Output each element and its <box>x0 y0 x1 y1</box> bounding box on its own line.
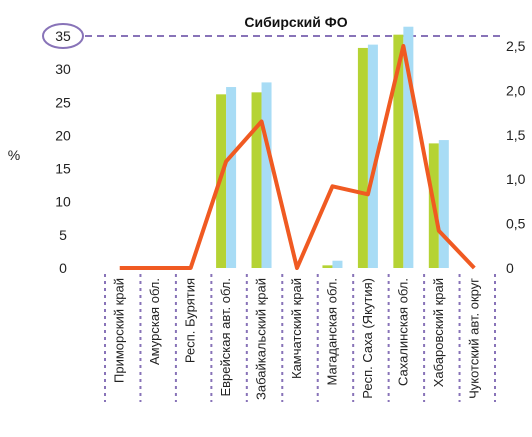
chart-title: Сибирский ФО <box>244 14 347 30</box>
left-tick-label: 15 <box>55 161 71 177</box>
left-tick-label: 0 <box>59 260 67 276</box>
right-axis-ticks: 0 0,5 1,0 1,5 2,0 2,5 <box>506 38 526 276</box>
category-label: Магаданская обл. <box>324 278 339 386</box>
category-label: Камчатский край <box>289 278 304 379</box>
bar <box>438 140 449 268</box>
bar <box>393 34 404 268</box>
y-axis-label: % <box>8 147 20 163</box>
left-tick-label: 35 <box>55 28 71 44</box>
left-axis-ticks: 0 5 10 15 20 25 30 35 <box>42 23 500 276</box>
category-label: Хабаровский край <box>431 278 446 387</box>
line-series <box>119 44 476 270</box>
bar <box>251 92 262 268</box>
right-tick-label: 2,0 <box>506 82 526 98</box>
right-tick-label: 1,5 <box>506 127 526 143</box>
left-tick-label: 25 <box>55 94 71 110</box>
category-labels: Приморский край Амурская обл. Респ. Буряти… <box>104 274 496 402</box>
category-label: Сахалинская обл. <box>395 278 410 386</box>
category-label: Чукотский авт. округ <box>466 278 481 399</box>
bar <box>403 26 414 268</box>
line-layer <box>119 44 476 270</box>
bar <box>332 260 343 268</box>
bars <box>216 26 449 269</box>
category-label: Респ. Саха (Якутия) <box>360 278 375 399</box>
category-label: Амурская обл. <box>147 278 162 365</box>
bar <box>357 47 368 268</box>
left-tick-label: 5 <box>59 227 67 243</box>
right-tick-label: 0,5 <box>506 216 526 232</box>
bar <box>226 87 237 268</box>
bar <box>261 82 272 269</box>
category-label: Респ. Бурятия <box>183 278 198 363</box>
category-label: Приморский край <box>112 278 127 383</box>
bar <box>367 44 378 268</box>
left-tick-label: 10 <box>55 194 71 210</box>
left-tick-label: 20 <box>55 127 71 143</box>
right-tick-label: 1,0 <box>506 171 526 187</box>
highlight-circle <box>42 23 84 49</box>
category-label: Забайкальский край <box>254 278 269 400</box>
bar <box>322 265 333 268</box>
category-label: Еврейская авт. обл. <box>218 278 233 397</box>
right-tick-label: 2,5 <box>506 38 526 54</box>
left-tick-label: 30 <box>55 61 71 77</box>
right-tick-label: 0 <box>506 260 514 276</box>
